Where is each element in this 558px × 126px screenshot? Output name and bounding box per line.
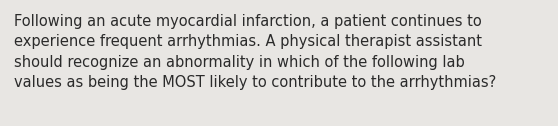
- Text: Following an acute myocardial infarction, a patient continues to
experience freq: Following an acute myocardial infarction…: [14, 14, 496, 90]
